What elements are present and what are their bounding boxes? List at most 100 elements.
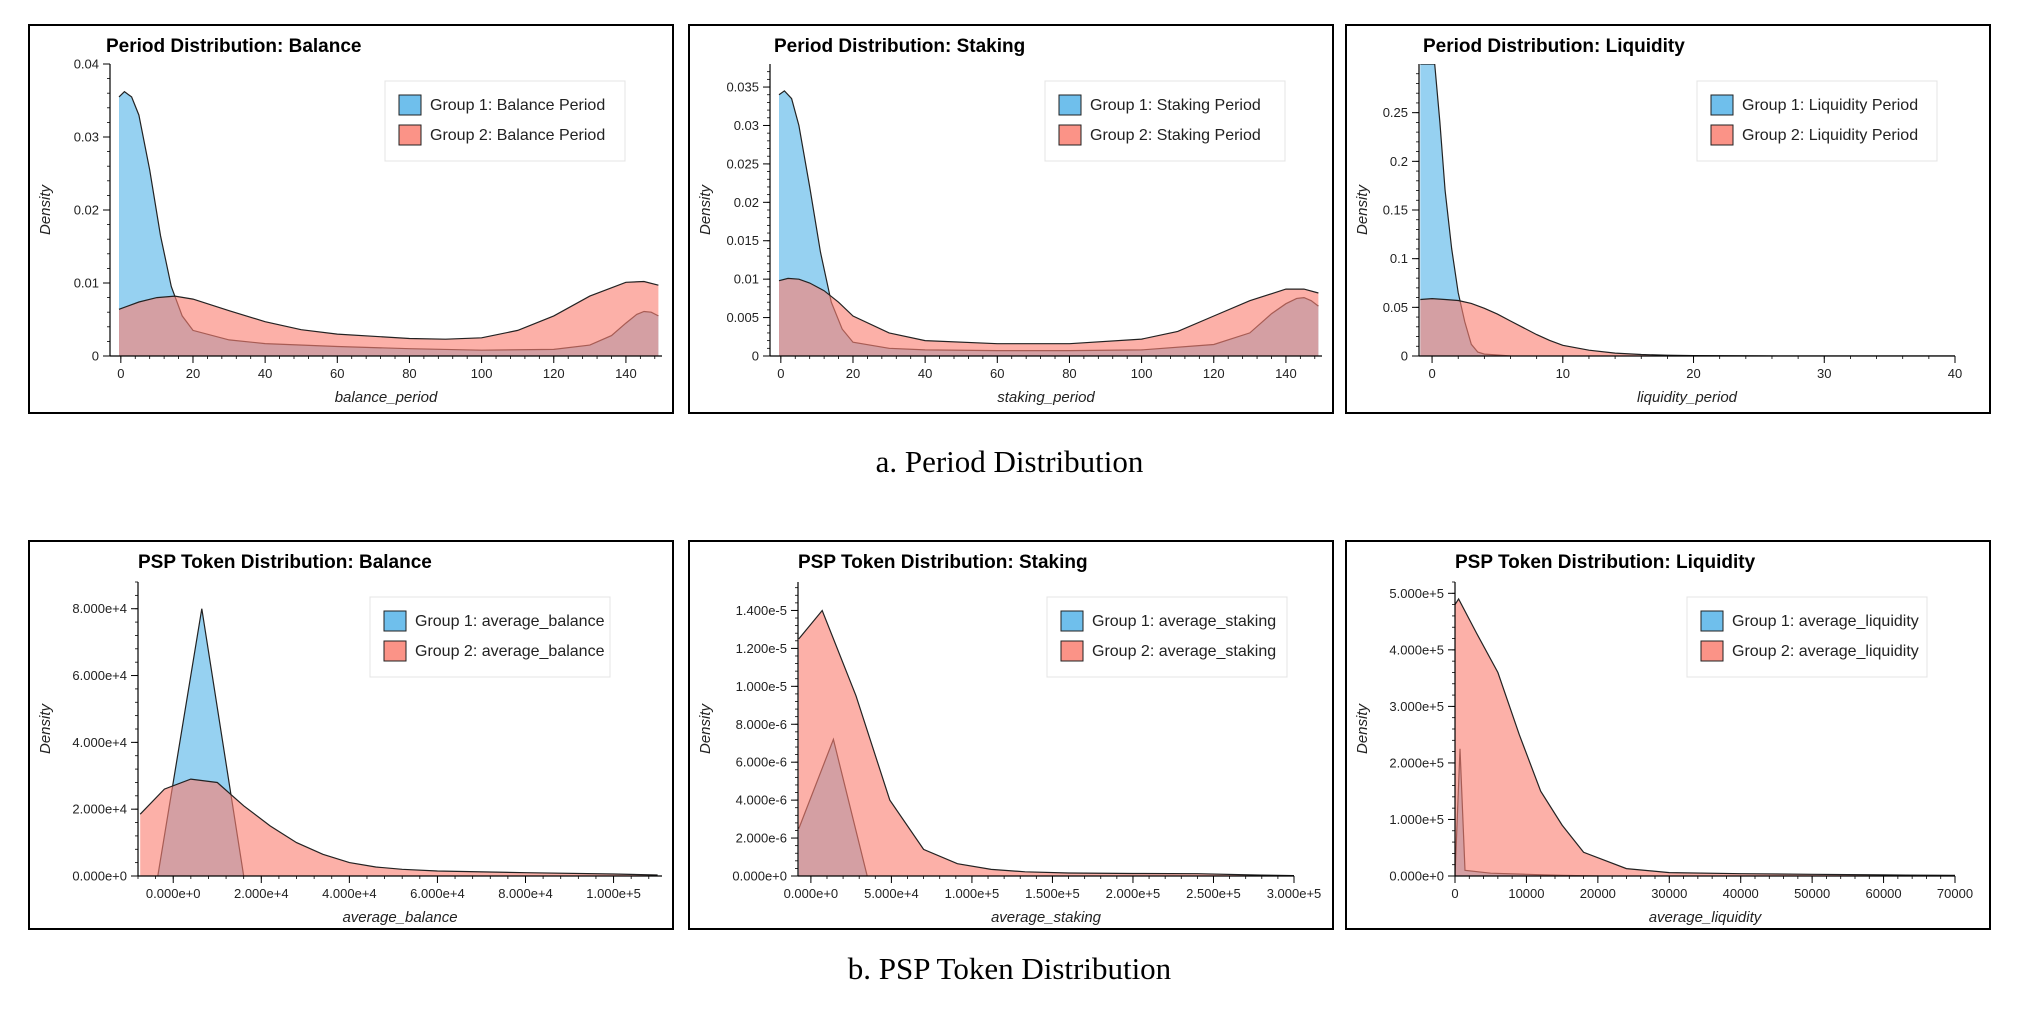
x-tick-label: 20 — [186, 366, 200, 381]
y-tick-label: 0.15 — [1383, 203, 1408, 218]
x-axis-label: staking_period — [997, 389, 1095, 406]
y-tick-label: 1.000e+5 — [1389, 812, 1444, 827]
x-tick-label: 60000 — [1865, 886, 1901, 901]
legend-box — [1696, 80, 1938, 162]
x-tick-label: 0 — [1451, 886, 1458, 901]
y-axis-label: Density — [697, 702, 714, 754]
x-tick-label: 0 — [777, 366, 784, 381]
x-tick-label: 30 — [1817, 366, 1831, 381]
y-tick-label: 0.015 — [726, 233, 759, 248]
y-tick-label: 0.04 — [74, 57, 99, 72]
legend-box — [369, 596, 611, 678]
x-tick-label: 140 — [615, 366, 637, 381]
y-axis-label: Density — [37, 702, 54, 754]
series-line-group-2 — [778, 277, 1319, 345]
legend-swatch-group-1 — [1700, 610, 1724, 632]
legend-box — [1686, 596, 1928, 678]
x-tick-label: 60 — [330, 366, 344, 381]
y-tick-label: 0.005 — [726, 310, 759, 325]
chart-period-liquidity: Period Distribution: Liquidity 0 10 20 30 40 0… — [1345, 24, 1991, 414]
legend-label-group-1: Group 1: average_balance — [415, 613, 605, 630]
legend-label-group-2: Group 2: average_balance — [415, 643, 605, 660]
legend-swatch-group-2 — [383, 640, 407, 662]
x-tick-label: 40 — [918, 366, 932, 381]
x-tick-label: 8.000e+4 — [498, 886, 553, 901]
y-tick-label: 2.000e-6 — [736, 831, 787, 846]
x-tick-label: 80 — [1062, 366, 1076, 381]
y-tick-label: 0.02 — [734, 195, 759, 210]
chart-psp-balance: PSP Token Distribution: Balance 0.000e+0 2… — [28, 540, 674, 930]
y-tick-label: 4.000e+5 — [1389, 642, 1444, 657]
x-tick-label: 3.000e+5 — [1267, 886, 1322, 901]
legend-swatch-group-1 — [1058, 94, 1082, 116]
x-tick-label: 40000 — [1723, 886, 1759, 901]
y-tick-label: 1.200e-5 — [736, 641, 787, 656]
y-tick-label: 0 — [752, 349, 759, 364]
x-tick-label: 120 — [1203, 366, 1225, 381]
chart-title: PSP Token Distribution: Liquidity — [1455, 552, 1756, 573]
y-tick-label: 5.000e+5 — [1389, 586, 1444, 601]
y-tick-label: 0.1 — [1390, 251, 1408, 266]
chart-svg: PSP Token Distribution: Liquidity 0 10000 2… — [1354, 552, 1973, 926]
x-tick-label: 2.000e+4 — [234, 886, 289, 901]
legend-label-group-2: Group 2: average_staking — [1092, 643, 1276, 660]
x-tick-label: 70000 — [1937, 886, 1973, 901]
legend-swatch-group-2 — [1060, 640, 1084, 662]
legend-label-group-2: Group 2: Balance Period — [430, 127, 605, 144]
x-tick-label: 4.000e+4 — [322, 886, 377, 901]
x-tick-label: 5.000e+4 — [864, 886, 919, 901]
y-tick-label: 6.000e-6 — [736, 755, 787, 770]
x-axis-label: average_balance — [342, 909, 457, 926]
x-tick-label: 0.000e+0 — [146, 886, 201, 901]
y-tick-label: 2.000e+5 — [1389, 755, 1444, 770]
series-line-group-2 — [1455, 597, 1955, 876]
y-tick-label: 0.01 — [74, 276, 99, 291]
y-tick-label: 2.000e+4 — [72, 802, 127, 817]
legend-swatch-group-2 — [398, 124, 422, 146]
plot-area — [118, 90, 659, 356]
series-area-group-2 — [119, 281, 659, 356]
series-area-group-2 — [140, 779, 658, 876]
x-tick-label: 140 — [1275, 366, 1297, 381]
y-tick-label: 0 — [1401, 349, 1408, 364]
x-tick-label: 0 — [1428, 366, 1435, 381]
x-tick-label: 60 — [990, 366, 1004, 381]
chart-title: PSP Token Distribution: Staking — [798, 552, 1088, 573]
y-tick-label: 0.000e+0 — [1389, 869, 1444, 884]
legend-label-group-1: Group 1: average_liquidity — [1732, 613, 1919, 630]
y-tick-label: 0.035 — [726, 80, 759, 95]
legend-swatch-group-2 — [1710, 124, 1734, 146]
x-tick-label: 20 — [1686, 366, 1700, 381]
x-tick-label: 80 — [402, 366, 416, 381]
y-tick-label: 0.2 — [1390, 154, 1408, 169]
x-tick-label: 40 — [1948, 366, 1962, 381]
series-area-group-2 — [1455, 599, 1955, 876]
y-axis-label: Density — [697, 183, 714, 235]
x-tick-label: 1.000e+5 — [945, 886, 1000, 901]
x-tick-label: 20 — [846, 366, 860, 381]
chart-psp-staking: PSP Token Distribution: Staking 0.000e+0 5… — [688, 540, 1334, 930]
chart-period-balance: Period Distribution: Balance 0 20 40 60 80 100… — [28, 24, 674, 414]
y-tick-label: 0.03 — [734, 118, 759, 133]
legend-label-group-1: Group 1: average_staking — [1092, 613, 1276, 630]
legend-swatch-group-1 — [383, 610, 407, 632]
chart-svg: Period Distribution: Balance 0 20 40 60 80 100… — [37, 36, 662, 406]
x-tick-label: 30000 — [1651, 886, 1687, 901]
y-tick-label: 0.02 — [74, 203, 99, 218]
series-area-group-2 — [1420, 298, 1955, 356]
y-tick-label: 0 — [92, 349, 99, 364]
chart-psp-liquidity: PSP Token Distribution: Liquidity 0 10000 2… — [1345, 540, 1991, 930]
x-tick-label: 1.500e+5 — [1025, 886, 1080, 901]
x-tick-label: 100 — [1131, 366, 1153, 381]
y-tick-label: 8.000e-6 — [736, 717, 787, 732]
y-tick-label: 4.000e+4 — [72, 735, 127, 750]
chart-period-staking: Period Distribution: Staking 0 20 40 60 80 100… — [688, 24, 1334, 414]
series-area-group-2 — [779, 278, 1319, 356]
y-tick-label: 3.000e+5 — [1389, 699, 1444, 714]
legend-swatch-group-1 — [1710, 94, 1734, 116]
y-axis-label: Density — [1354, 702, 1371, 754]
y-tick-label: 0.000e+0 — [72, 869, 127, 884]
legend-label-group-1: Group 1: Balance Period — [430, 97, 605, 114]
series-line-group-2 — [139, 778, 658, 876]
y-tick-label: 0.000e+0 — [732, 869, 787, 884]
